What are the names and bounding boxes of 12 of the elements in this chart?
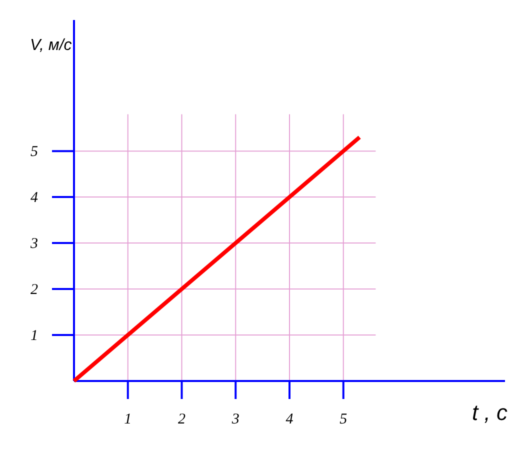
y-tick-label: 5 [30, 144, 38, 160]
x-tick-label: 1 [124, 412, 132, 428]
x-tick-label: 5 [340, 412, 348, 428]
y-axis-title: V, м/с [30, 37, 72, 54]
y-tick-label: 4 [30, 190, 38, 206]
x-tick-label: 4 [286, 412, 294, 428]
y-tick-label: 2 [30, 282, 38, 298]
y-tick-label: 1 [30, 328, 38, 344]
x-tick-label: 2 [178, 412, 186, 428]
x-tick-label: 3 [230, 412, 240, 428]
y-tick-label: 3 [30, 236, 38, 252]
x-axis-title: t , c [472, 400, 508, 425]
